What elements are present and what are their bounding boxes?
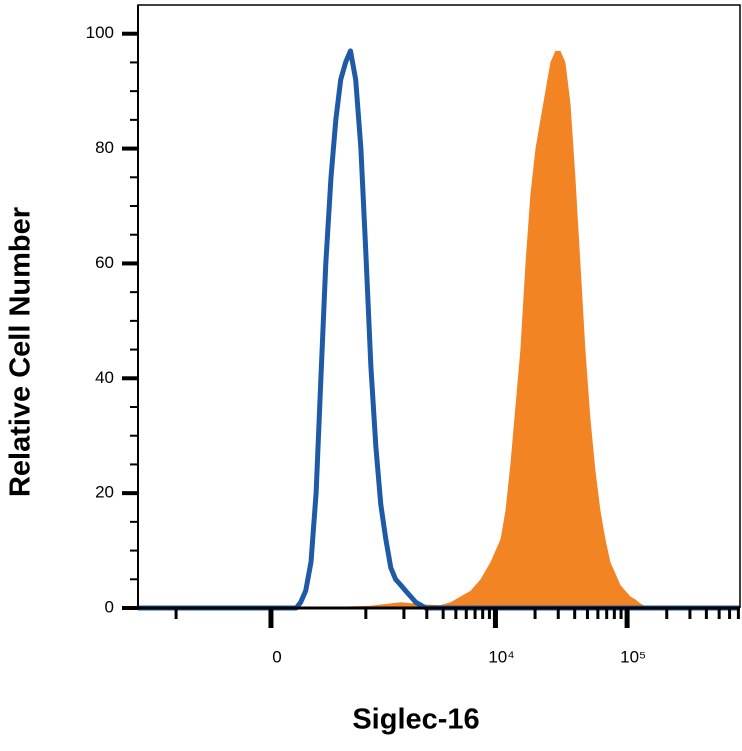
y-tick-label: 20 [95, 483, 114, 502]
y-tick-label: 40 [95, 368, 114, 387]
plot-frame [137, 4, 741, 608]
x-tick-label: 10⁵ [620, 647, 646, 666]
histogram-line [138, 48, 740, 611]
y-tick-label: 60 [95, 253, 114, 272]
x-axis-title: Siglec-16 [352, 704, 479, 736]
y-tick-label: 80 [95, 138, 114, 157]
x-tick-label: 0 [272, 647, 281, 666]
histogram-area [138, 50, 740, 608]
y-tick-label: 100 [86, 23, 114, 42]
y-axis-title: Relative Cell Number [5, 207, 37, 497]
x-tick-label: 10⁴ [488, 647, 514, 666]
y-tick-label: 0 [105, 597, 114, 616]
